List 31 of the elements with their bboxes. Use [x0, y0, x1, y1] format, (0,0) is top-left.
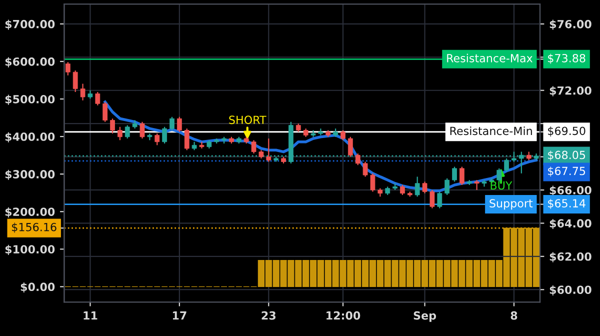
y-tick-label: $200.00 — [5, 207, 55, 218]
annotation: BUY — [490, 181, 512, 190]
y-tick-label: $600.00 — [5, 57, 55, 68]
x-tick-label: 12:00 — [326, 311, 360, 320]
y2-tick-label: $66.00 — [550, 186, 592, 196]
y2-tick-label: $76.00 — [550, 20, 592, 30]
y-tick-label: $156.16 — [12, 222, 56, 233]
y-tick-label: $100.00 — [5, 244, 55, 255]
x-tick-label: 8 — [510, 311, 518, 320]
y-tick-label: $500.00 — [5, 94, 55, 105]
y-tick-label: $0.00 — [20, 282, 55, 293]
ref-line-label: Resistance-Min — [450, 126, 532, 136]
ref-line-label: Resistance-Max — [447, 54, 532, 62]
y2-tick-label: $64.00 — [550, 218, 592, 230]
ref-line-label: $67.75 — [548, 166, 586, 177]
y2-tick-label: $73.88 — [548, 54, 586, 64]
y-tick-label: $400.00 — [5, 132, 55, 142]
annotation: SHORT — [229, 116, 266, 124]
y2-tick-label: $60.00 — [550, 285, 592, 296]
y2-tick-label: $69.50 — [548, 126, 586, 137]
ref-line-label: Support — [490, 199, 533, 210]
y2-tick-label: $65.14 — [548, 198, 586, 209]
y2-tick-label: $62.00 — [550, 252, 592, 262]
y-tick-label: $700.00 — [5, 20, 55, 30]
y2-tick-label: $72.00 — [550, 86, 592, 96]
ref-line-label: $68.05 — [548, 150, 586, 161]
x-tick-label: Sep — [414, 311, 436, 322]
x-tick-label: 23 — [262, 311, 276, 320]
y-tick-label: $300.00 — [5, 170, 55, 180]
x-tick-label: 11 — [84, 311, 98, 320]
x-tick-label: 17 — [172, 311, 186, 320]
